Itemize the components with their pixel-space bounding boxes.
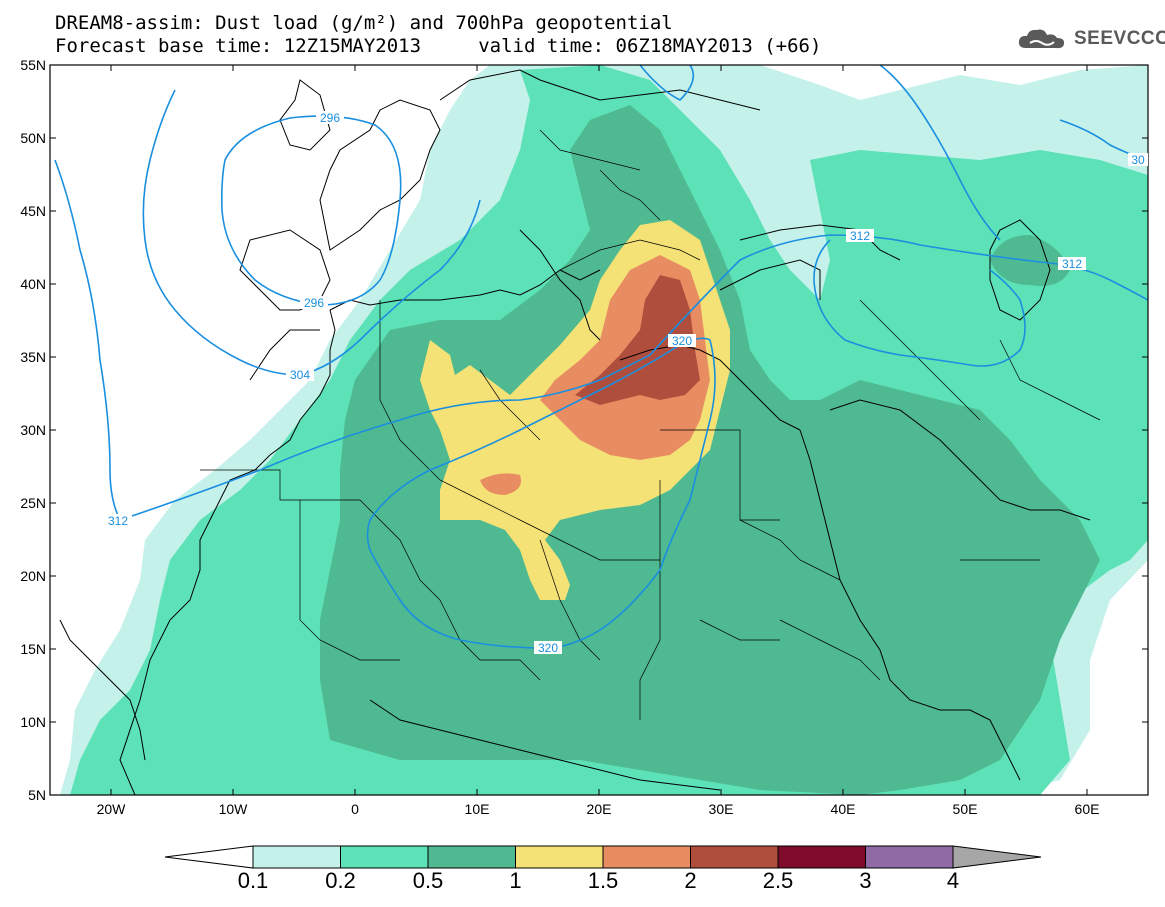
map-plot-area — [50, 65, 1148, 795]
lon-label: 40E — [831, 801, 856, 817]
coastlines — [59, 69, 1091, 795]
cloud-icon — [1018, 29, 1065, 49]
svg-text:320: 320 — [538, 641, 558, 655]
colorbar-segment — [427, 845, 516, 869]
lat-label: 45N — [20, 203, 46, 219]
contour-304 — [142, 89, 481, 376]
svg-text:304: 304 — [290, 368, 310, 382]
lat-ticks — [50, 64, 1148, 796]
svg-text:30: 30 — [1131, 153, 1145, 167]
svg-text:296: 296 — [304, 296, 324, 310]
colorbar-segment — [602, 845, 691, 869]
contour-304-north-east — [879, 65, 1001, 241]
country-borders — [200, 129, 1101, 720]
contour-label: 312 — [846, 229, 874, 243]
logo-text: SEEVCCC — [1074, 28, 1165, 49]
contour-label: 320 — [668, 334, 696, 348]
colorbar: 0.1 0.2 0.5 1 1.5 2 2.5 3 4 — [164, 845, 1042, 893]
lon-label: 0 — [351, 801, 359, 817]
contour-label: 296 — [300, 296, 328, 310]
lon-labels: 20W 10W 0 10E 20E 30E 40E 50E 60E — [97, 801, 1100, 817]
contour-312-loop — [813, 239, 1026, 367]
colorbar-label: 0.1 — [238, 868, 269, 893]
contour-320-south — [366, 337, 716, 649]
colorbar-label: 3 — [859, 868, 871, 893]
svg-text:312: 312 — [850, 229, 870, 243]
colorbar-segment — [690, 845, 779, 869]
lat-label: 15N — [20, 641, 46, 657]
contour-label: 312 — [1058, 257, 1086, 271]
contour-label: 304 — [286, 368, 314, 382]
colorbar-over-triangle — [952, 845, 1042, 869]
lat-label: 55N — [20, 57, 46, 73]
forecast-time-line: Forecast base time: 12Z15MAY2013 valid t… — [55, 35, 822, 57]
svg-text:296: 296 — [320, 111, 340, 125]
contour-312-west — [54, 159, 651, 521]
lat-label: 40N — [20, 276, 46, 292]
lat-label: 25N — [20, 495, 46, 511]
lon-label: 20W — [97, 801, 127, 817]
colorbar-label: 0.5 — [413, 868, 444, 893]
colorbar-segment — [340, 845, 429, 869]
lon-label: 60E — [1075, 801, 1100, 817]
lon-label: 20E — [587, 801, 612, 817]
contour-312-east — [649, 234, 1148, 356]
lon-ticks — [110, 65, 1088, 795]
dust-shading-2 — [575, 275, 700, 405]
lon-label: 30E — [709, 801, 734, 817]
lon-label: 10W — [219, 801, 249, 817]
contour-label: 320 — [534, 641, 562, 655]
colorbar-label: 1.5 — [588, 868, 619, 893]
lon-label: 10E — [465, 801, 490, 817]
contour-label: 296 — [316, 111, 344, 125]
contour-label: 312 — [104, 514, 132, 528]
lat-label: 35N — [20, 349, 46, 365]
colorbar-segment — [865, 845, 954, 869]
contour-312-upper — [639, 65, 695, 101]
lat-label: 50N — [20, 130, 46, 146]
dust-shading-1.5-small — [480, 473, 521, 495]
colorbar-label: 2 — [684, 868, 696, 893]
colorbar-segment — [252, 845, 341, 869]
colorbar-segment — [515, 845, 604, 869]
lat-labels: 55N 50N 45N 40N 35N 30N 25N 20N 15N 10N 5N — [20, 57, 46, 803]
svg-text:320: 320 — [672, 334, 692, 348]
svg-text:312: 312 — [108, 514, 128, 528]
lat-label: 10N — [20, 714, 46, 730]
colorbar-label: 0.2 — [325, 868, 356, 893]
map-title: DREAM8-assim: Dust load (g/m²) and 700hP… — [55, 12, 673, 34]
colorbar-label: 1 — [509, 868, 521, 893]
colorbar-label: 2.5 — [763, 868, 794, 893]
contour-labels: 296 296 304 312 312 312 320 320 — [104, 111, 1148, 655]
svg-text:312: 312 — [1062, 257, 1082, 271]
colorbar-under-triangle — [164, 845, 254, 869]
seevccc-logo: SEEVCCC — [1016, 26, 1165, 52]
contour-296-north — [221, 115, 402, 306]
lat-label: 20N — [20, 568, 46, 584]
lat-label: 30N — [20, 422, 46, 438]
lon-label: 50E — [953, 801, 978, 817]
colorbar-segment — [777, 845, 866, 869]
colorbar-label: 4 — [947, 868, 959, 893]
contour-label: 30 — [1128, 153, 1148, 167]
lat-label: 5N — [28, 787, 46, 803]
